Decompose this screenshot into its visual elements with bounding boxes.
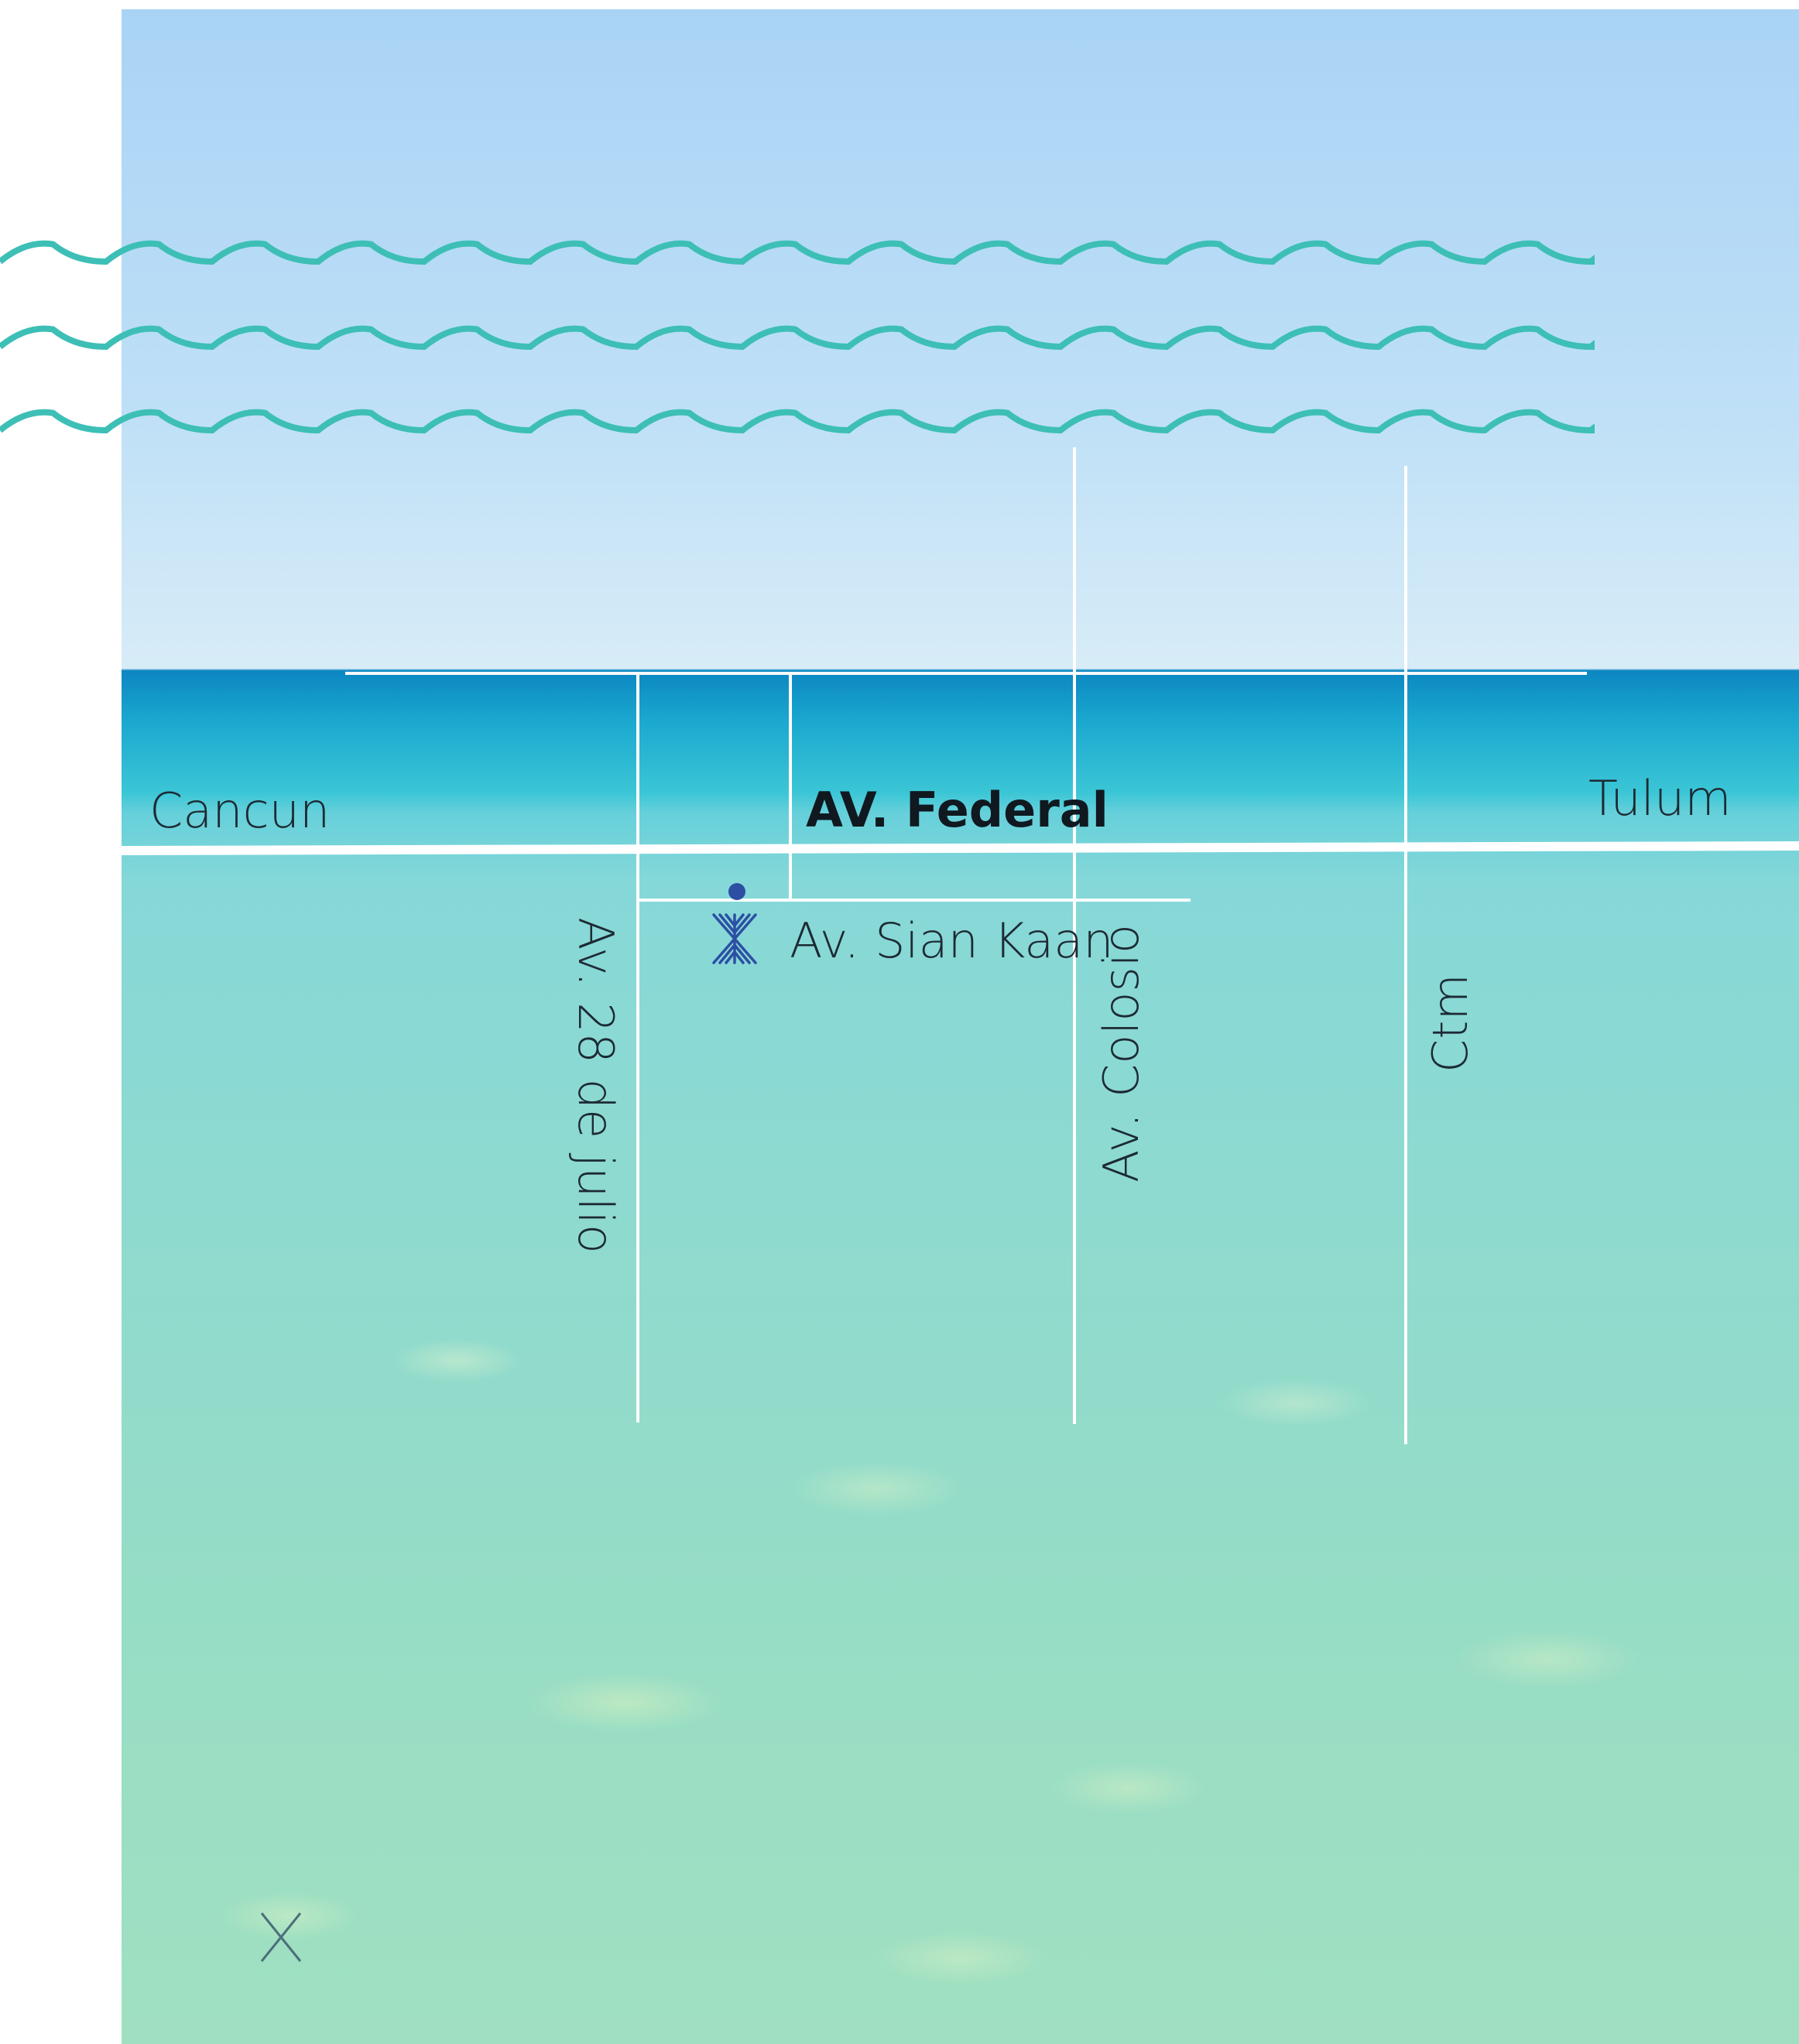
ocean-background-photo	[122, 9, 1799, 2044]
wave-line-2	[0, 325, 1595, 351]
wave-lines	[0, 240, 1595, 434]
label-av-federal: AV. Federal	[806, 782, 1109, 838]
label-av-sian-kaan: Av. Sian Kaan	[790, 912, 1114, 969]
x-mark-icon[interactable]	[259, 1910, 303, 1964]
wave-line-1	[0, 240, 1595, 265]
brand-logo-icon	[712, 913, 757, 964]
label-av-colosio: Av. Colosio	[1093, 924, 1150, 1183]
label-tulum: Tulum	[1588, 770, 1732, 827]
location-dot-icon[interactable]	[728, 882, 746, 901]
label-av-28-de-julio: Av. 28 de julio	[567, 917, 624, 1254]
wave-line-3	[0, 409, 1595, 434]
label-ctm: Ctm	[1422, 974, 1479, 1073]
road-federal	[121, 841, 1799, 855]
label-cancun: Cancun	[149, 782, 331, 839]
water-sparkle	[122, 1189, 1799, 2044]
